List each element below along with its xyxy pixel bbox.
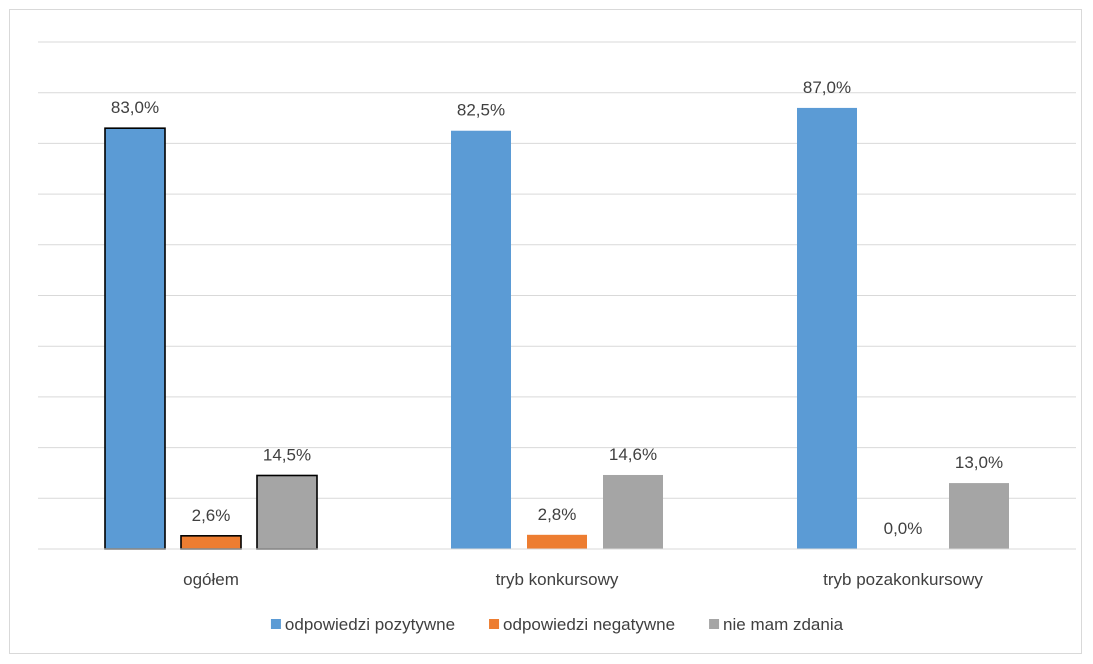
data-label: 14,6%: [609, 445, 657, 464]
x-axis: ogółem tryb konkursowy tryb pozakonkursowy: [38, 548, 1076, 589]
bar-nie-mam-zdania-1: [603, 474, 663, 549]
legend-label: odpowiedzi negatywne: [503, 615, 675, 634]
data-label: 2,8%: [538, 505, 577, 524]
data-label: 13,0%: [955, 453, 1003, 472]
data-label: 82,5%: [457, 101, 505, 120]
data-label: 14,5%: [263, 445, 311, 464]
data-label: 83,0%: [111, 98, 159, 117]
x-tick-label: ogółem: [183, 570, 239, 589]
legend-swatch: [270, 619, 281, 629]
data-label: 87,0%: [803, 78, 851, 97]
gridlines: [38, 41, 1076, 499]
bar-chart: 83,0% 2,6% 14,5% 82,5% 2,8% 14,6% 87,0% 0,0% 13,…: [38, 41, 1076, 634]
bar-odpowiedzi-pozytywne-0: [104, 127, 166, 550]
legend: odpowiedzi pozytywne odpowiedzi negatywne…: [270, 615, 844, 634]
legend-label: nie mam zdania: [723, 615, 844, 634]
bars: [104, 107, 1009, 550]
data-label: 2,6%: [192, 506, 231, 525]
data-label: 0,0%: [884, 519, 923, 538]
bar-odpowiedzi-negatywne-0: [180, 535, 242, 550]
x-tick-label: tryb pozakonkursowy: [823, 570, 983, 589]
bar-odpowiedzi-pozytywne-2: [797, 107, 857, 549]
legend-swatch: [489, 619, 500, 629]
chart-frame: 83,0% 2,6% 14,5% 82,5% 2,8% 14,6% 87,0% 0,0% 13,…: [9, 9, 1082, 654]
legend-swatch: [709, 619, 720, 629]
bar-nie-mam-zdania-0: [256, 474, 318, 550]
bar-odpowiedzi-negatywne-1: [527, 534, 587, 549]
bar-odpowiedzi-pozytywne-1: [451, 130, 511, 549]
legend-label: odpowiedzi pozytywne: [285, 615, 455, 634]
bar-nie-mam-zdania-2: [949, 483, 1009, 549]
data-labels: 83,0% 2,6% 14,5% 82,5% 2,8% 14,6% 87,0% 0,0% 13,…: [111, 78, 1003, 538]
x-tick-label: tryb konkursowy: [496, 570, 619, 589]
